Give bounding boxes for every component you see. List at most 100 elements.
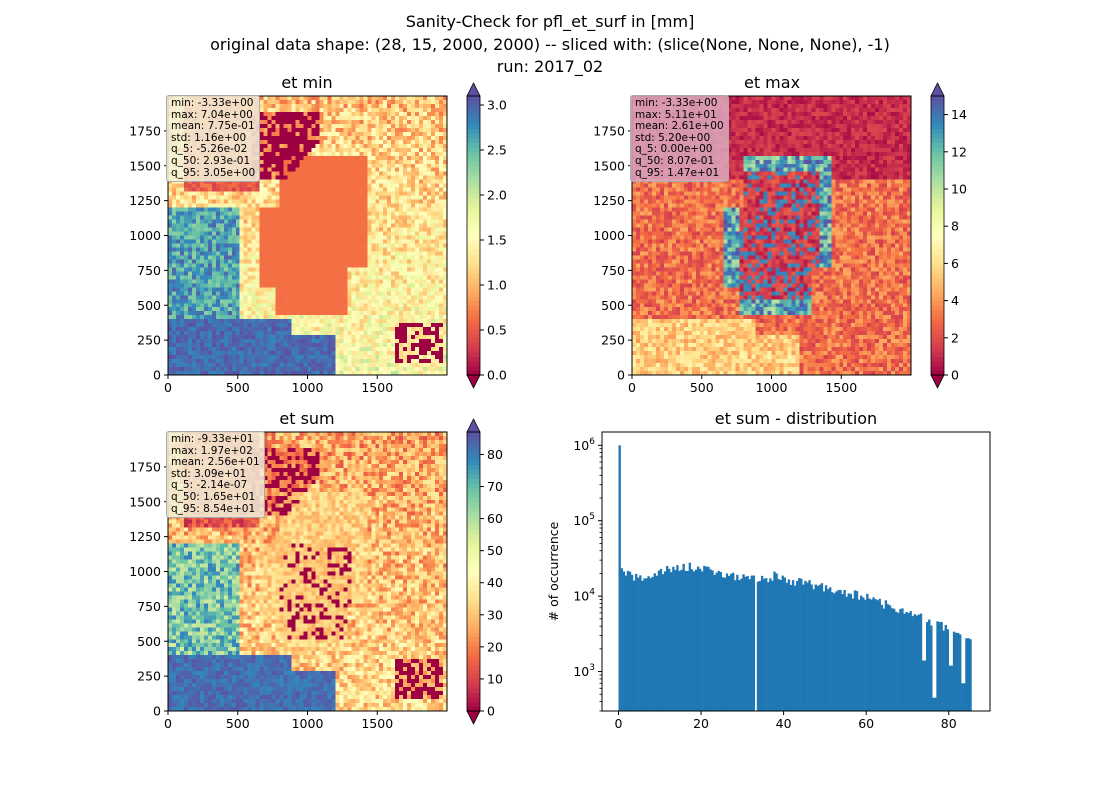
histogram-bar bbox=[882, 608, 886, 711]
colorbar-segment bbox=[467, 342, 480, 348]
histogram-bar bbox=[872, 597, 875, 711]
colorbar-tick-label: 20 bbox=[487, 639, 503, 654]
y-tick-label: 500 bbox=[137, 634, 161, 649]
colorbar-segment bbox=[467, 692, 480, 698]
colorbar-segment bbox=[931, 147, 944, 153]
figure-title-line-3: run: 2017_02 bbox=[496, 57, 604, 76]
colorbar-segment bbox=[467, 356, 480, 362]
colorbar-segment bbox=[931, 351, 944, 357]
histogram-bar bbox=[694, 569, 698, 711]
x-tick-label: 0 bbox=[615, 716, 623, 731]
colorbar-segment bbox=[467, 515, 480, 521]
colorbar-extend-max bbox=[466, 82, 481, 97]
histogram-bar bbox=[866, 593, 869, 711]
histogram-bar bbox=[796, 580, 799, 711]
histogram-bar bbox=[948, 665, 952, 711]
colorbar-segment bbox=[931, 337, 944, 343]
colorbar-segment bbox=[467, 636, 480, 642]
histogram-bar bbox=[791, 580, 795, 711]
colorbar-segment bbox=[467, 604, 480, 610]
histogram-bar bbox=[643, 578, 646, 711]
colorbar-segment bbox=[467, 566, 480, 572]
colorbar-segment bbox=[467, 492, 480, 498]
colorbar-segment bbox=[931, 109, 944, 116]
colorbar-segment bbox=[467, 351, 480, 357]
histogram-bar bbox=[944, 625, 947, 711]
histogram-bar bbox=[829, 587, 832, 711]
colorbar-segment bbox=[931, 189, 944, 195]
histogram-bar bbox=[905, 611, 908, 711]
histogram-bar bbox=[888, 605, 892, 711]
histogram-bar bbox=[699, 568, 702, 711]
histogram-bar bbox=[921, 660, 925, 711]
histogram-bar bbox=[899, 608, 902, 711]
y-tick-label: 750 bbox=[137, 263, 161, 278]
colorbar-segment bbox=[931, 119, 944, 125]
colorbar-segment bbox=[467, 184, 480, 190]
colorbar-segment bbox=[467, 459, 480, 466]
stats-line: q_95: 1.47e+01 bbox=[635, 166, 720, 179]
x-tick-label: 1500 bbox=[361, 716, 393, 731]
histogram-bar bbox=[618, 445, 621, 711]
colorbar-segment bbox=[931, 165, 944, 171]
histogram-bar bbox=[938, 622, 941, 711]
colorbar-segment bbox=[467, 590, 480, 596]
colorbar-segment bbox=[467, 300, 480, 306]
colorbar-segment bbox=[467, 370, 480, 376]
histogram-bar bbox=[767, 582, 770, 711]
histogram-bar bbox=[732, 572, 735, 711]
colorbar-segment bbox=[931, 207, 944, 213]
histogram-bar bbox=[701, 571, 704, 711]
histogram-bar bbox=[940, 621, 943, 711]
histogram-bar bbox=[709, 569, 712, 711]
histogram-bar bbox=[954, 632, 958, 711]
colorbar-segment bbox=[467, 525, 480, 531]
colorbar-segment bbox=[467, 511, 480, 517]
histogram-bar bbox=[853, 590, 857, 711]
histogram-bar bbox=[622, 571, 626, 711]
colorbar-tick-label: 2 bbox=[951, 330, 959, 345]
histogram-bar bbox=[841, 594, 844, 711]
histogram-bar bbox=[851, 598, 855, 711]
colorbar-segment bbox=[467, 627, 480, 633]
stats-line: q_95: 8.54e+01 bbox=[171, 502, 256, 515]
colorbar-frame bbox=[466, 431, 481, 712]
stats-line: q_95: 3.05e+00 bbox=[171, 166, 256, 179]
histogram-bar bbox=[897, 612, 900, 711]
colorbar-segment bbox=[931, 216, 944, 223]
histogram-bar bbox=[713, 574, 716, 711]
colorbar-segment bbox=[467, 365, 480, 371]
colorbar-tick-label: 0.0 bbox=[487, 368, 507, 383]
histogram-bar bbox=[686, 570, 689, 711]
colorbar-tick-label: 4 bbox=[951, 293, 959, 308]
histogram-bar bbox=[839, 589, 842, 711]
histogram-bar bbox=[895, 611, 898, 711]
colorbar-segment bbox=[467, 151, 480, 157]
colorbar-segment bbox=[467, 333, 480, 339]
stats-line: max: 5.11e+01 bbox=[635, 108, 717, 121]
x-tick-label: 1000 bbox=[292, 716, 324, 731]
histogram-bar bbox=[626, 570, 630, 711]
colorbar-extend-max bbox=[466, 418, 481, 433]
histogram-bar bbox=[893, 608, 896, 711]
colorbar-extend-min bbox=[466, 710, 481, 725]
colorbar-segment bbox=[931, 268, 944, 274]
histogram-bar bbox=[696, 566, 700, 711]
colorbar-segment bbox=[467, 594, 480, 600]
colorbar-segment bbox=[931, 137, 944, 143]
colorbar-tick-label: 8 bbox=[951, 219, 959, 234]
colorbar-segment bbox=[467, 585, 480, 591]
histogram-bar bbox=[653, 573, 656, 711]
histogram-bar bbox=[864, 599, 867, 711]
histogram-bar bbox=[907, 612, 910, 711]
histogram-bar bbox=[692, 571, 696, 711]
histogram-bar bbox=[903, 613, 906, 711]
colorbar-segment bbox=[467, 580, 480, 586]
histogram-bar bbox=[736, 574, 739, 711]
colorbar-segment bbox=[931, 365, 944, 371]
colorbar-segment bbox=[931, 370, 944, 376]
colorbar-segment bbox=[931, 179, 944, 185]
histogram-bar bbox=[800, 578, 803, 711]
histogram-bar bbox=[913, 614, 917, 711]
colorbar-segment bbox=[467, 272, 480, 278]
